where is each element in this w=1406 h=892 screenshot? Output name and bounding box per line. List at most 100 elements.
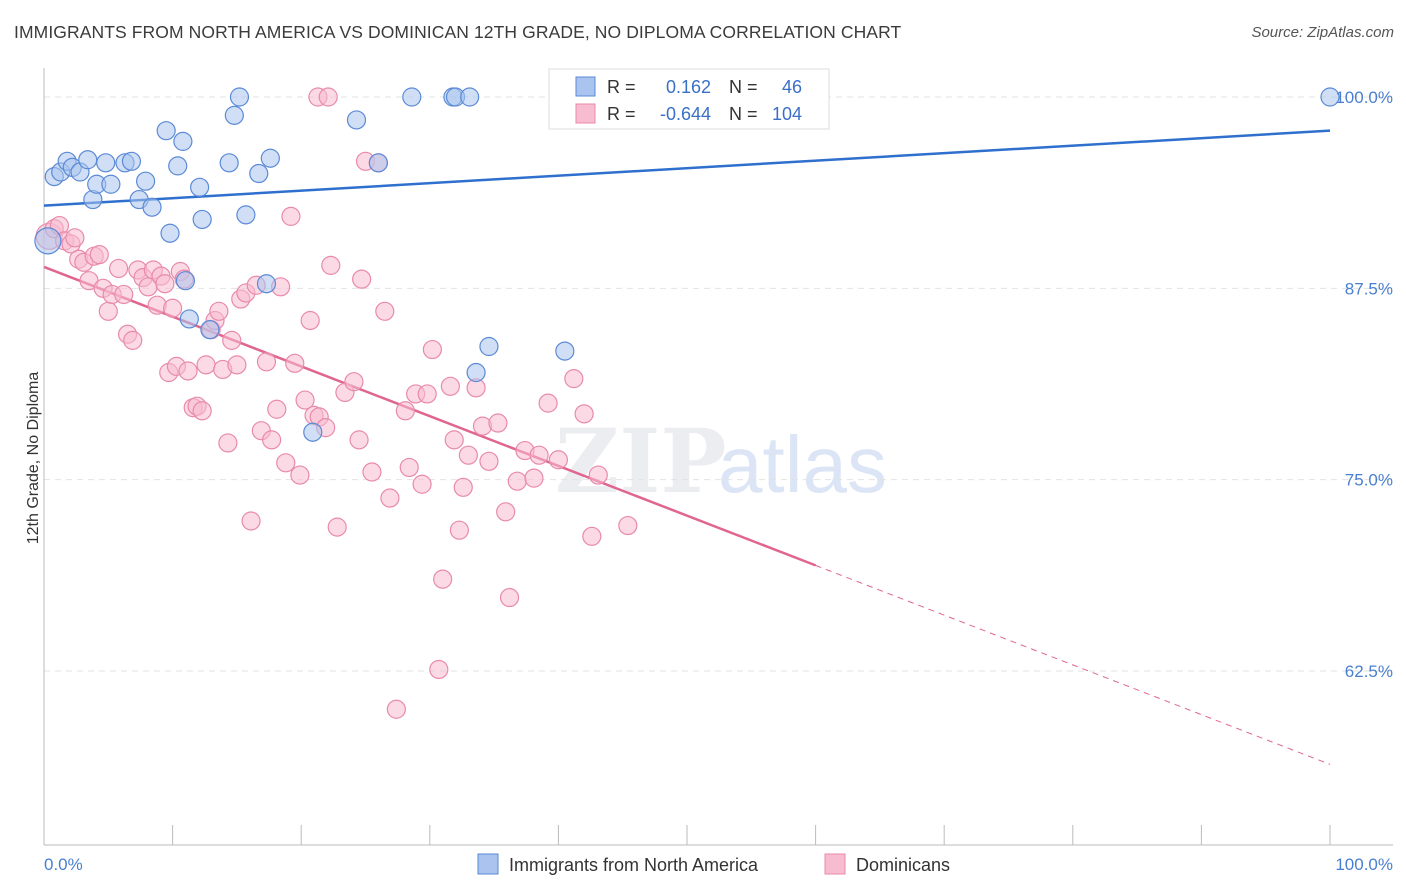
point-dominicans-17 [123, 330, 143, 350]
point-north-america-14 [135, 171, 156, 191]
watermark-atlas: atlas [718, 420, 887, 509]
point-dominicans-103 [352, 269, 372, 289]
point-dominicans-64 [349, 430, 369, 450]
point-dominicans-69 [380, 488, 400, 508]
y-tick-label-1: 87.5% [1345, 279, 1393, 298]
point-dominicans-14 [108, 258, 129, 279]
bottom-legend-swatch-pink [824, 853, 846, 875]
point-north-america-10 [101, 174, 121, 194]
legend-n-label-1: N = [729, 77, 758, 97]
point-north-america-30 [256, 274, 277, 294]
point-dominicans-79 [440, 376, 460, 396]
point-dominicans-30 [178, 361, 198, 381]
y-tick-label-0: 100.0% [1335, 88, 1393, 107]
point-dominicans-89 [499, 587, 520, 608]
point-dominicans-72 [399, 457, 419, 478]
point-north-america-22 [190, 177, 210, 197]
point-dominicans-98 [582, 526, 602, 546]
point-dominicans-34 [196, 355, 216, 375]
y-tick-labels: 100.0% 87.5% 75.0% 62.5% [1335, 88, 1393, 681]
legend-n-label-2: N = [729, 104, 758, 124]
point-dominicans-37 [209, 301, 229, 321]
x-tick-label-0: 0.0% [44, 855, 83, 874]
point-dominicans-95 [548, 450, 569, 470]
point-dominicans-80 [444, 430, 464, 450]
axes [43, 68, 1393, 846]
point-dominicans-100 [618, 515, 638, 536]
point-dominicans-74 [412, 474, 432, 494]
trend-line-dominicans-extension [815, 564, 1331, 765]
point-north-america-33 [346, 110, 367, 130]
point-dominicans-94 [538, 393, 558, 413]
point-dominicans-55 [295, 390, 315, 410]
point-dominicans-10 [89, 245, 109, 265]
point-dominicans-90 [507, 471, 527, 491]
point-north-america-40 [479, 336, 499, 357]
point-dominicans-96 [564, 369, 584, 389]
point-dominicans-26 [163, 298, 183, 318]
legend-r-value-1: 0.162 [666, 77, 711, 97]
point-dominicans-54 [290, 465, 310, 485]
point-north-america-24 [200, 320, 220, 340]
legend-r-label-1: R = [607, 77, 636, 97]
point-dominicans-52 [281, 206, 301, 226]
stats-legend-box [548, 68, 830, 130]
point-dominicans-41 [227, 355, 247, 375]
point-north-america-23 [192, 209, 212, 230]
point-dominicans-48 [262, 430, 282, 450]
point-north-america-32 [303, 422, 323, 442]
watermark-zip: ZIP [555, 409, 727, 513]
point-dominicans-53 [285, 353, 305, 373]
point-dominicans-77 [429, 659, 449, 680]
y-tick-label-2: 75.0% [1345, 471, 1393, 490]
y-tick-label-3: 62.5% [1345, 662, 1393, 681]
point-north-america-19 [173, 131, 193, 151]
point-north-america-35 [402, 87, 422, 107]
point-dominicans-39 [218, 433, 238, 453]
point-north-america-12 [121, 151, 142, 171]
point-dominicans-22 [147, 295, 167, 315]
point-dominicans-47 [256, 352, 277, 372]
gridlines [44, 96, 1393, 672]
bottom-legend-label-pink: Dominicans [856, 855, 950, 875]
point-dominicans-40 [222, 330, 242, 350]
source-credit: Source: ZipAtlas.com [1251, 24, 1394, 41]
point-north-america-39 [466, 362, 486, 383]
point-dominicans-60 [321, 255, 341, 275]
point-north-america-6 [78, 150, 98, 170]
point-north-america-16 [156, 121, 176, 141]
point-dominicans-97 [574, 404, 594, 424]
point-north-america-15 [142, 197, 162, 217]
point-dominicans-61 [327, 517, 347, 537]
point-dominicans-56 [300, 310, 320, 331]
point-dominicans-87 [488, 413, 508, 433]
point-north-america-9 [96, 153, 116, 173]
bottom-legend-label-blue: Immigrants from North America [509, 855, 759, 875]
point-dominicans-70 [386, 699, 406, 719]
point-dominicans-63 [344, 372, 364, 392]
series-legend: Immigrants from North America Dominicans [477, 853, 950, 875]
point-north-america-34 [368, 153, 388, 173]
legend-n-value-1: 46 [782, 77, 802, 97]
point-north-america-38 [460, 87, 480, 107]
point-dominicans-12 [98, 301, 118, 321]
point-dominicans-68 [375, 301, 395, 321]
chart-title: IMMIGRANTS FROM NORTH AMERICA VS DOMINIC… [14, 22, 902, 42]
point-north-america-25 [219, 153, 239, 173]
point-north-america-41 [555, 341, 575, 361]
point-dominicans-51 [276, 453, 296, 473]
point-dominicans-88 [496, 502, 516, 522]
point-dominicans-93 [529, 445, 549, 465]
legend-swatch-pink [575, 103, 596, 124]
stats-legend: R = 0.162 N = 46 R = -0.644 N = 104 [548, 68, 830, 130]
point-dominicans-76 [422, 339, 442, 360]
legend-swatch-blue [575, 76, 596, 97]
point-north-america-26 [224, 105, 244, 125]
point-dominicans-78 [433, 569, 453, 589]
point-dominicans-49 [267, 399, 287, 419]
bottom-legend-swatch-blue [477, 853, 499, 875]
point-dominicans-15 [114, 284, 134, 305]
point-dominicans-33 [192, 401, 212, 421]
point-dominicans-83 [458, 445, 478, 465]
